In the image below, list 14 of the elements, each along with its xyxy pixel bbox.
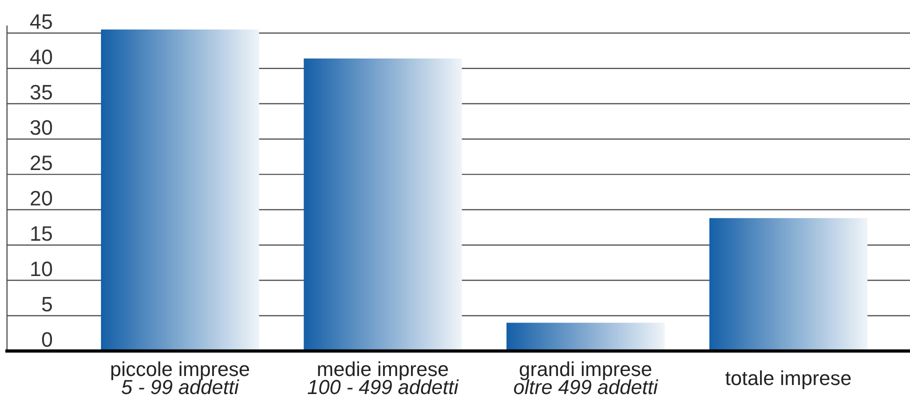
x-tick-label: grandi imprese oltre 499 addetti (514, 361, 658, 394)
y-tick-label: 30 (30, 120, 52, 135)
x-tick-label: totale imprese (725, 370, 851, 390)
y-tick-label: 0 (42, 332, 52, 347)
y-tick-label: 35 (30, 84, 52, 100)
y-tick-label: 5 (42, 297, 52, 312)
y-tick-label: 45 (30, 14, 52, 29)
y-tick-label: 20 (30, 190, 52, 206)
x-tick-label: piccole imprese 5 - 99 addetti (111, 361, 250, 394)
y-tick-label: 10 (31, 261, 52, 276)
y-tick-label: 25 (30, 156, 52, 170)
y-tick-label: 40 (30, 50, 52, 64)
y-tick-label: 15 (31, 226, 52, 241)
x-tick-label: medie imprese 100 - 499 addetti (308, 361, 459, 394)
